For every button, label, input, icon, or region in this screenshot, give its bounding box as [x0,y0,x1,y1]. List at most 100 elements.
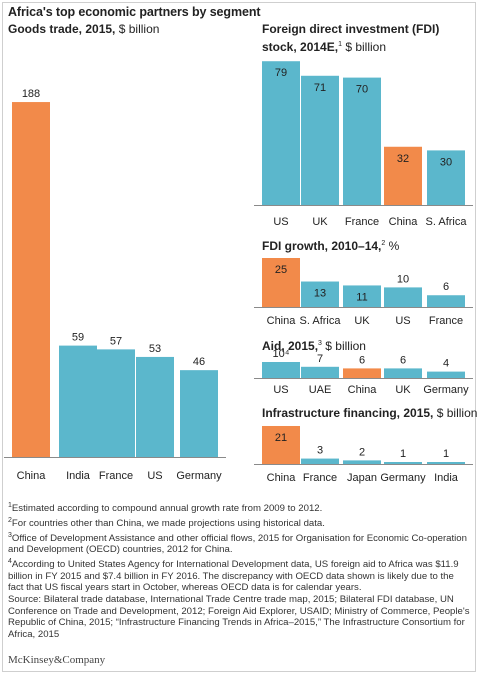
goods-trade-category-india: India [66,470,91,482]
infrastructure-unit: $ billion [436,406,478,420]
fdi-stock-category-s-africa: S. Africa [426,216,468,228]
fdi-growth-category-china: China [267,315,297,327]
footnotes: 1Estimated according to compound annual … [8,500,470,640]
footnote-3-text: Office of Development Assistance and oth… [8,532,467,556]
footnote-1-text: Estimated according to compound annual g… [11,503,323,515]
fdi-growth-category-s-africa: S. Africa [300,315,342,327]
goods-trade-category-germany: Germany [176,470,222,482]
fdi-stock-category-us: US [273,216,288,228]
aid-footnote-mark: 3 [318,340,322,347]
infrastructure-title-text: Infrastructure financing, 2015, [262,406,434,420]
goods-trade-value-france: 57 [110,335,122,347]
infrastructure-bar-france [301,458,339,464]
infrastructure-value-france: 3 [317,445,323,457]
aid-bar-us [262,362,300,378]
fdi-stock-value-uk: 71 [314,82,326,94]
infrastructure-value-germany: 1 [400,448,406,460]
goods-trade-value-germany: 46 [193,356,205,368]
footnote-3-mark: 3 [8,531,12,539]
footnote-4-text: According to United States Agency for In… [8,559,459,594]
fdi-growth-title-text: FDI growth, 2010–14, [262,239,382,253]
fdi-stock-bar-uk [301,75,339,205]
goods-trade-unit: $ billion [118,22,160,36]
aid-unit: $ billion [325,339,366,353]
footnote-2: 2For countries other than China, we made… [8,515,470,530]
fdi-growth-category-uk: UK [354,315,370,327]
mckinsey-logo: McKinsey&Company [8,654,106,666]
fdi-growth-bar-france [427,295,465,307]
infrastructure-bar-germany [384,462,422,464]
aid-category-germany: Germany [423,384,469,396]
infrastructure-category-india: India [434,472,459,484]
aid-category-uae: UAE [309,384,332,396]
fdi-stock-footnote-mark: 1 [338,41,342,48]
fdi-stock-title-line2: stock, 2014E, [262,40,339,54]
footnote-1: 1Estimated according to compound annual … [8,500,470,515]
infrastructure-category-france: France [303,472,337,484]
infrastructure-category-japan: Japan [347,472,377,484]
infrastructure-value-china: 21 [275,432,287,444]
infrastructure-category-germany: Germany [380,472,426,484]
fdi-stock-title-line1: Foreign direct investment (FDI) [262,22,440,36]
aid-title-text: Aid, 2015, [262,339,319,353]
goods-trade-bar-france [97,349,135,457]
fdi-growth-unit: % [388,239,400,253]
infrastructure-bar-japan [343,460,381,464]
fdi-growth-category-france: France [429,315,463,327]
aid-category-china: China [348,384,378,396]
goods-trade-value-india: 59 [72,332,84,344]
aid-value-germany: 4 [443,358,449,370]
fdi-stock-category-uk: UK [312,216,328,228]
goods-trade-value-us: 53 [149,343,161,355]
infrastructure-bar-china [262,425,300,464]
fdi-stock-category-france: France [345,216,379,228]
infrastructure-value-japan: 2 [359,446,365,458]
infrastructure-category-china: China [267,472,297,484]
footnote-2-mark: 2 [8,516,12,524]
fdi-stock-bar-china [384,146,422,205]
aid-bar-germany [427,371,465,378]
fdi-stock-value-s-africa: 30 [440,156,452,168]
infrastructure-bar-india [427,462,465,464]
footnote-2-text: For countries other than China, we made … [11,517,325,529]
fdi-growth-bar-s-africa [301,281,339,307]
aid-bar-uae [301,366,339,378]
goods-trade-category-france: France [99,470,133,482]
aid-value-uae: 7 [317,353,323,365]
fdi-growth-value-china: 25 [275,264,287,276]
fdi-stock-unit: $ billion [345,40,387,54]
fdi-growth-footnote-mark: 2 [381,240,386,247]
goods-trade-value-china: 188 [22,88,40,100]
aid-title: Aid, 2015,3 $ billion [262,336,366,354]
fdi-growth-value-uk: 11 [356,291,367,303]
infrastructure-title: Infrastructure financing, 2015, $ billio… [262,405,477,421]
goods-trade-bar-germany [180,370,218,457]
fdi-stock-value-china: 32 [397,153,409,165]
goods-trade-category-us: US [147,470,162,482]
footnote-4-mark: 4 [8,557,12,565]
aid-bar-uk [384,368,422,378]
footnote-4: 4According to United States Agency for I… [8,556,470,594]
goods-trade-bar-china [12,102,50,457]
fdi-growth-value-s-africa: 13 [314,288,326,300]
fdi-stock-value-us: 79 [275,67,287,79]
fdi-growth-bar-uk [343,285,381,307]
fdi-stock-bar-us [262,61,300,205]
fdi-growth-bar-china [262,258,300,307]
fdi-growth-category-us: US [395,315,410,327]
fdi-stock-title: Foreign direct investment (FDI) stock, 2… [262,21,439,55]
goods-trade-title: Goods trade, 2015, $ billion [8,21,159,37]
fdi-stock-category-china: China [389,216,419,228]
infrastructure-value-india: 1 [443,448,449,460]
fdi-growth-value-us: 10 [397,273,409,285]
footnote-3: 3Office of Development Assistance and ot… [8,530,470,556]
figure-title: Africa's top economic partners by segmen… [8,5,261,19]
fdi-stock-value-france: 70 [356,84,368,96]
aid-value-us: 10⁴ [273,348,290,360]
goods-trade-bar-us [136,356,174,457]
fdi-stock-bar-france [343,77,381,205]
aid-bar-china [343,368,381,378]
source-note: Source: Bilateral trade database, Intern… [8,593,470,640]
fdi-stock-bar-s-africa [427,150,465,205]
